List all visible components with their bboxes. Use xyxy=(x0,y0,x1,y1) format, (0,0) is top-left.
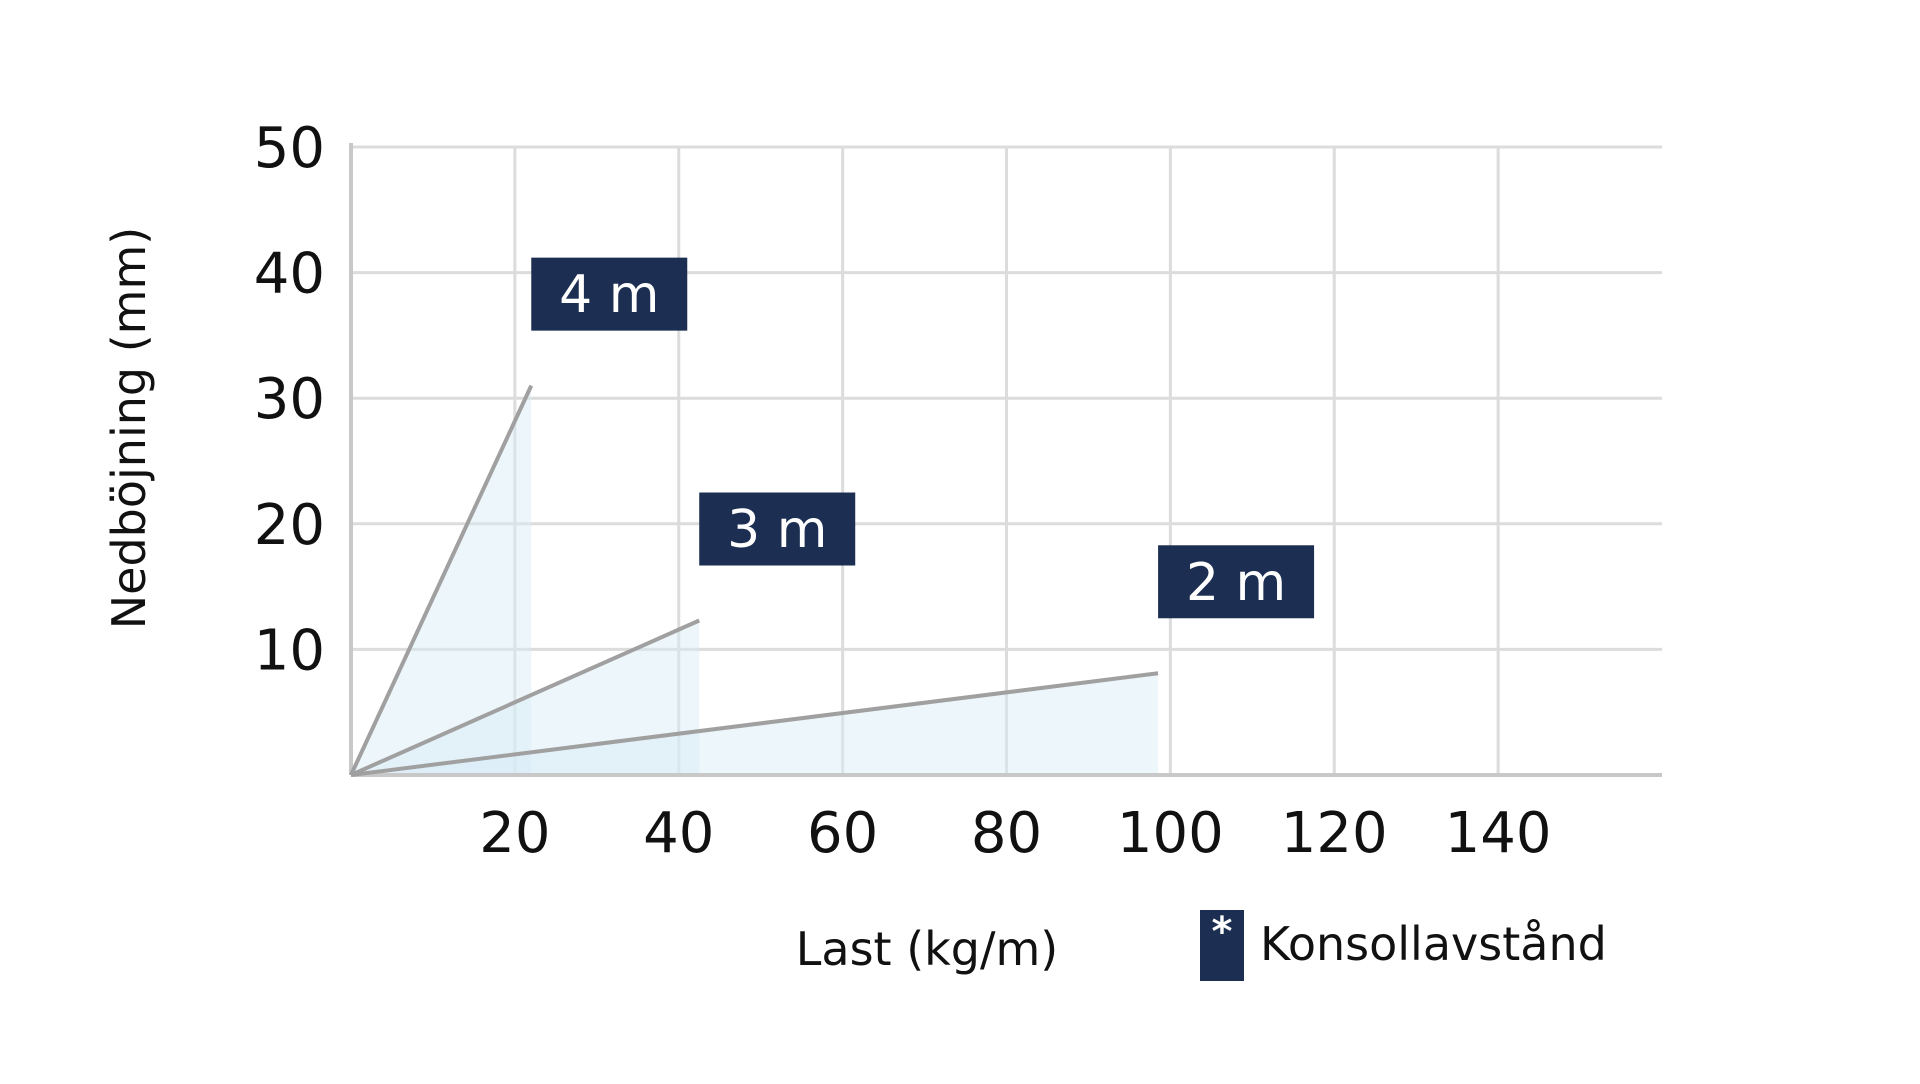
grid xyxy=(351,145,1662,775)
series-label-box: 3 m xyxy=(699,492,856,566)
series-labels: 4 m 3 m 2 m xyxy=(531,257,1315,619)
legend-marker: * xyxy=(1212,909,1233,955)
x-tick-label: 60 xyxy=(807,801,878,866)
y-tick-label: 50 xyxy=(254,116,325,181)
x-axis-title: Last (kg/m) xyxy=(796,922,1058,976)
y-tick-label: 10 xyxy=(254,618,325,683)
y-tick-label: 40 xyxy=(254,242,325,307)
series-label-box: 4 m xyxy=(531,257,688,331)
series-label-text: 2 m xyxy=(1186,553,1286,613)
series-label-bg xyxy=(1158,545,1315,619)
series-label-bg xyxy=(699,492,856,566)
series-lines xyxy=(349,384,1159,777)
series-line xyxy=(350,671,1159,777)
axes xyxy=(349,143,1662,777)
legend-swatch xyxy=(1200,910,1244,981)
series-label-text: 4 m xyxy=(559,265,659,325)
series-label-box: 2 m xyxy=(1158,545,1315,619)
legend: * Konsollavstånd xyxy=(1200,909,1607,981)
series-line xyxy=(350,618,701,777)
series-label-bg xyxy=(531,257,688,331)
y-tick-label: 20 xyxy=(254,493,325,558)
tick-labels: 20 40 60 80 100 120 140 10 20 30 40 50 xyxy=(254,116,1552,866)
series-label-text: 3 m xyxy=(727,500,827,560)
series-line xyxy=(349,384,534,776)
y-tick-label: 30 xyxy=(254,367,325,432)
x-tick-label: 100 xyxy=(1117,801,1224,866)
x-tick-label: 20 xyxy=(479,801,550,866)
x-tick-label: 80 xyxy=(971,801,1042,866)
x-tick-label: 120 xyxy=(1281,801,1388,866)
x-tick-label: 140 xyxy=(1445,801,1552,866)
x-tick-label: 40 xyxy=(643,801,714,866)
series-fills xyxy=(351,385,1159,775)
y-axis-title: Nedböjning (mm) xyxy=(102,227,156,629)
legend-label: Konsollavstånd xyxy=(1260,917,1607,971)
